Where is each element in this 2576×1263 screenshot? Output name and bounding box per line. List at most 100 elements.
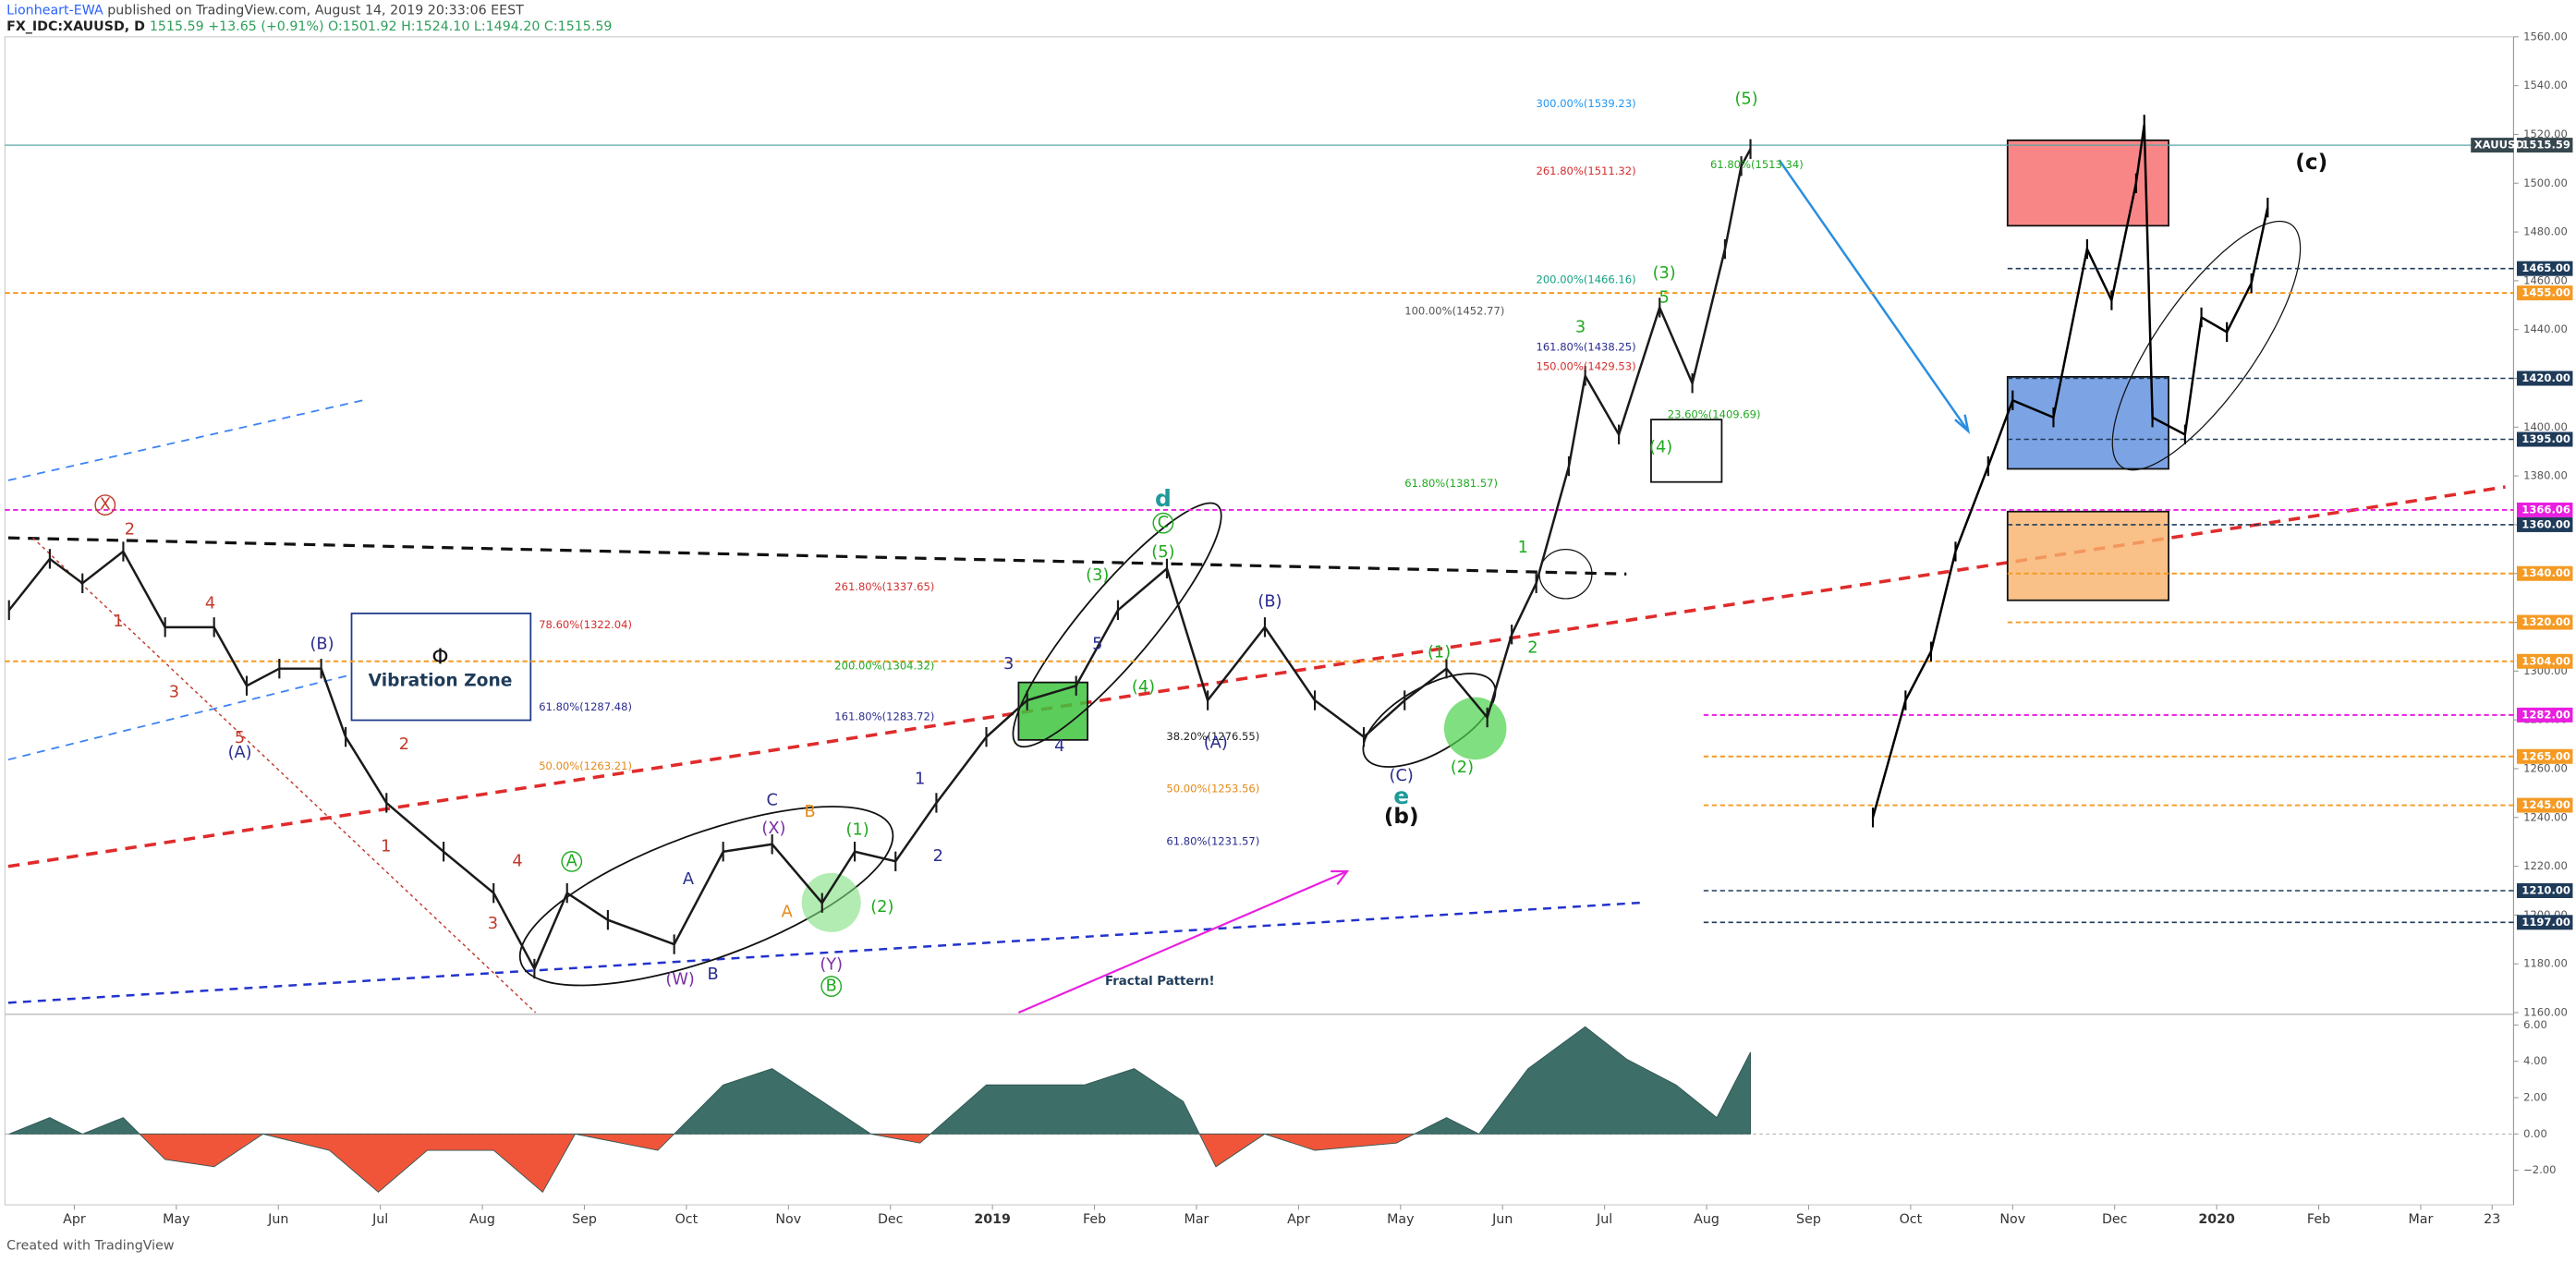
wave-circle (1152, 512, 1174, 534)
x-tick-label: Dec (2102, 1212, 2128, 1227)
level-tag (2516, 431, 2573, 447)
trend-line (7, 901, 1644, 1004)
arrow-head (1331, 870, 1350, 885)
arrow (1017, 870, 1348, 1014)
x-tick-label: Sep (1796, 1212, 1821, 1227)
annotation: 200.00%(1466.16) (1536, 273, 1635, 285)
x-tick-label: Nov (775, 1212, 801, 1227)
ellipse (1362, 673, 1497, 768)
annotation: e (1393, 783, 1409, 809)
annotation: 2 (933, 846, 943, 866)
x-tick-label: Oct (1900, 1212, 1923, 1227)
level-tag (2516, 502, 2573, 517)
annotation: (A) (228, 743, 252, 762)
symbol: FX_IDC:XAUUSD, D (6, 19, 145, 34)
level-label: 1465.00 (2521, 261, 2570, 274)
arrow (1778, 159, 1970, 432)
y-tick-label: 0.00 (2523, 1127, 2547, 1140)
annotation: 61.80%(1287.48) (539, 700, 632, 713)
y-tick-label: 4.00 (2523, 1054, 2547, 1067)
level-label: 1210.00 (2521, 883, 2570, 896)
annotation: 161.80%(1283.72) (834, 710, 934, 723)
level-tag (2516, 565, 2573, 581)
x-tick-label: Apr (1287, 1212, 1310, 1227)
annotation: (1) (846, 820, 869, 840)
annotation: 3 (488, 914, 498, 933)
level-label: 1420.00 (2521, 371, 2570, 384)
x-tick-label: Aug (469, 1212, 495, 1227)
annotation: 1 (113, 612, 123, 631)
last-price-label: 1515.59 (2521, 139, 2570, 152)
level-label: 1197.00 (2521, 916, 2570, 929)
level-label: 1320.00 (2521, 615, 2570, 628)
x-tick-label: Jul (371, 1212, 388, 1227)
x-tick-label: Feb (1083, 1212, 1106, 1227)
annotation: Fractal Pattern! (1105, 975, 1215, 989)
symbol-label: XAUUSD (2474, 139, 2524, 152)
x-tick-label: Jun (267, 1212, 288, 1227)
level-label: 1265.00 (2521, 749, 2570, 762)
highlight-circle (1443, 697, 1507, 760)
vibration-box (350, 613, 532, 722)
level-tag (2516, 915, 2573, 930)
annotation: (2) (1451, 758, 1474, 777)
annotation: B (804, 802, 815, 821)
annotation: (W) (665, 969, 694, 989)
x-tick-label: Feb (2307, 1212, 2330, 1227)
level-tag (2516, 614, 2573, 630)
annotation: C (766, 791, 777, 810)
y-tick-label: 1160.00 (2523, 1006, 2568, 1019)
y-tick-label: 1480.00 (2523, 225, 2568, 238)
level-tag (2516, 748, 2573, 764)
x-tick-label: 23 (2484, 1212, 2500, 1227)
wave-circle (561, 851, 583, 872)
header-line-1: Lionheart-EWA published on TradingView.c… (6, 3, 524, 18)
annotation: A (566, 851, 577, 870)
arrow-head (1954, 414, 1971, 434)
annotation: 50.00%(1253.56) (1166, 783, 1259, 795)
zone-box (2006, 139, 2169, 227)
highlight-circle (801, 872, 861, 932)
zone-box (2006, 510, 2169, 601)
annotation: 3 (1575, 318, 1586, 337)
annotation: 2 (1527, 638, 1537, 657)
annotation: A (782, 903, 793, 922)
level-label: 1395.00 (2521, 432, 2570, 445)
annotation: 5 (1659, 288, 1670, 308)
zone-box (1017, 681, 1088, 741)
published: published on TradingView.com, August 14,… (107, 3, 524, 18)
drawings (7, 139, 2506, 1014)
y-tick-label: 1460.00 (2523, 273, 2568, 286)
level-label: 1455.00 (2521, 286, 2570, 299)
ellipse (2111, 220, 2302, 471)
annotation: 61.80%(1513.34) (1710, 158, 1804, 171)
annotation: 1 (381, 836, 391, 856)
x-tick-label: 2019 (974, 1212, 1011, 1227)
annotation: 3 (1003, 654, 1014, 674)
annotation: B (826, 977, 837, 996)
annotation: 3 (169, 682, 179, 701)
annotation: 261.80%(1511.32) (1536, 164, 1635, 177)
x-tick-label: Jun (1491, 1212, 1513, 1227)
y-tick-label: 2.00 (2523, 1091, 2547, 1104)
annotation: (B) (310, 635, 334, 654)
ohlc: 1515.59 +13.65 (+0.91%) O:1501.92 H:1524… (150, 19, 613, 34)
annotation: (b) (1384, 805, 1419, 829)
ellipse (1012, 502, 1222, 748)
last-price-tag (2516, 138, 2573, 153)
y-tick-label: 1260.00 (2523, 761, 2568, 774)
annotation: (Y) (820, 954, 843, 974)
annotation: 1 (915, 770, 925, 789)
annotation: 4 (512, 851, 522, 870)
level-tag (2516, 261, 2573, 276)
wave-circle (820, 976, 843, 997)
level-label: 1282.00 (2521, 708, 2570, 721)
author: Lionheart-EWA (6, 3, 103, 18)
annotation: 1 (1518, 538, 1528, 557)
annotation: C (1158, 513, 1169, 532)
annotation: 5 (1092, 635, 1102, 654)
oscillator-area (8, 1026, 1751, 1194)
annotation: 61.80%(1231.57) (1166, 835, 1259, 848)
level-label: 1245.00 (2521, 798, 2570, 811)
